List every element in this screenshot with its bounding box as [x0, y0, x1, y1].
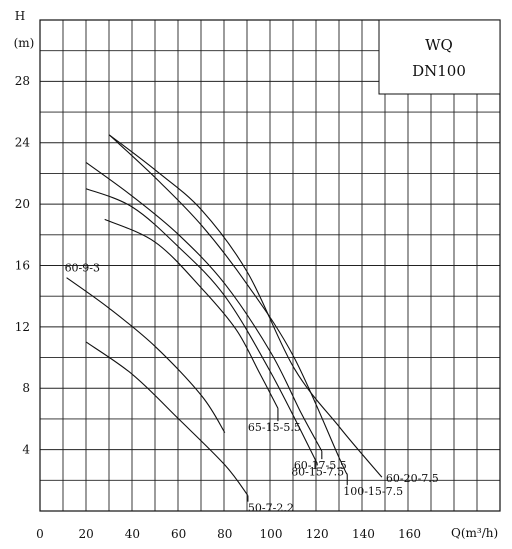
curve-label-50-7-2.2: 50-7-2.2	[248, 502, 294, 515]
curve-60-9-3	[66, 277, 226, 433]
legend-model: WQ	[425, 36, 453, 54]
y-axis-unit: (m)	[14, 36, 35, 50]
curve-100-15-7.5	[108, 134, 348, 475]
curve-labels: 60-9-3 65-15-5.5 80-15-7.560-17-5.5 100-15-…	[65, 262, 439, 515]
curve-50-7-2.2	[85, 341, 249, 496]
y-axis-title: H	[15, 9, 25, 23]
x-tick-label: 0	[36, 527, 44, 541]
y-tick-label: 24	[15, 136, 31, 150]
curve-80-15-7.5	[86, 188, 318, 464]
y-tick-label: 16	[15, 258, 30, 272]
curve-65-15-5.5	[104, 218, 279, 409]
y-tick-label: 4	[22, 443, 30, 457]
legend-size: DN100	[412, 62, 466, 80]
y-tick-label: 8	[22, 381, 30, 395]
curve-label-65-15-5.5: 65-15-5.5	[248, 421, 301, 434]
chart-grid	[40, 20, 500, 511]
curve-label-60-17-5.5: 60-17-5.5	[294, 459, 347, 472]
curve-group	[66, 134, 383, 496]
x-tick-label: 80	[217, 527, 232, 541]
x-tick-label: 120	[306, 527, 329, 541]
legend-box-frame	[378, 19, 501, 95]
curve-label-100-15-7.5: 100-15-7.5	[343, 485, 403, 498]
plot-frame	[39, 19, 501, 512]
tick-labels: 0 20 40 60 80 100 120 140 160 4 8 12 16 20 24 28	[15, 74, 421, 541]
curve-60-17-5.5	[85, 162, 323, 452]
x-tick-label: 140	[352, 527, 375, 541]
y-tick-label: 20	[15, 197, 30, 211]
y-tick-label: 12	[15, 320, 30, 334]
x-tick-label: 160	[398, 527, 421, 541]
curve-label-60-20-7.5: 60-20-7.5	[386, 472, 439, 485]
x-tick-label: 40	[125, 527, 140, 541]
x-tick-label: 100	[260, 527, 283, 541]
curve-60-20-7.5	[108, 134, 383, 478]
x-tick-label: 60	[171, 527, 186, 541]
x-tick-label: 20	[79, 527, 94, 541]
curve-label-80-15-7.5: 80-15-7.5	[291, 465, 344, 478]
legend-box: WQ DN100	[378, 19, 501, 95]
x-axis-title: Q(m³/h)	[451, 526, 498, 540]
curve-label-60-9-3: 60-9-3	[65, 262, 100, 275]
y-tick-label: 28	[15, 74, 30, 88]
